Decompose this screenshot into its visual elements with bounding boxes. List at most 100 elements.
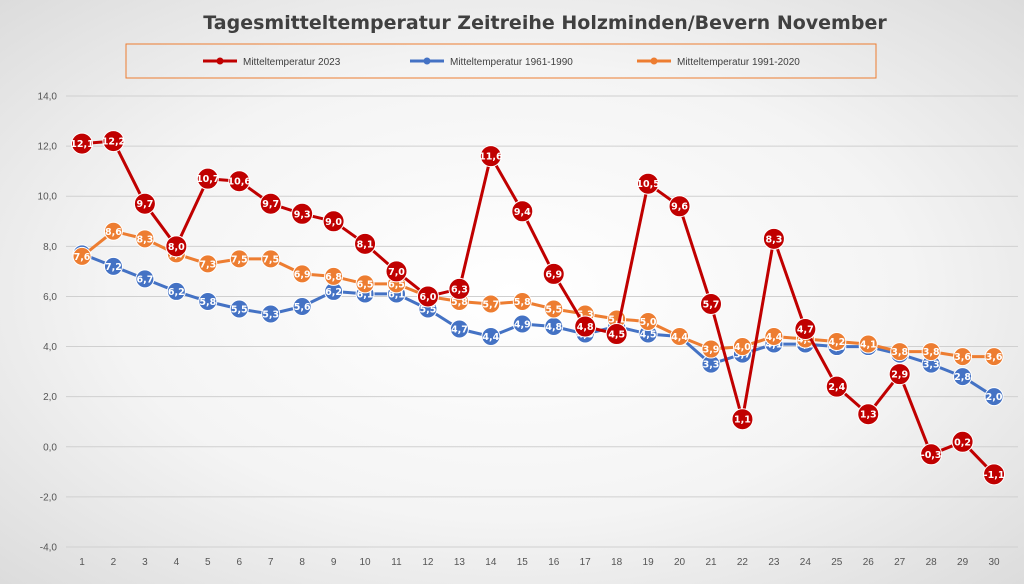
- x-tick-label: 28: [926, 557, 938, 568]
- x-tick-label: 21: [705, 557, 717, 568]
- data-label: 12,2: [102, 137, 125, 148]
- x-tick-label: 17: [580, 557, 592, 568]
- x-tick-label: 8: [299, 557, 305, 568]
- x-tick-label: 3: [142, 557, 148, 568]
- y-tick-label: 8,0: [43, 242, 57, 253]
- data-label: 5,3: [262, 309, 279, 320]
- data-label: 7,0: [388, 267, 405, 278]
- x-tick-label: 19: [643, 557, 655, 568]
- series-1991-2020-line: [81, 229, 994, 359]
- plot-area: 7,77,26,76,25,85,55,35,66,26,16,15,54,74…: [70, 130, 1006, 486]
- data-label: 5,0: [640, 317, 657, 328]
- series-2023: 12,1 12,2 9,7 8,0 10,7 10,6 9,7 9,3 9,0 8,1 7,0 6,0…: [70, 130, 1006, 486]
- data-label: 7,3: [199, 259, 216, 270]
- data-point: [449, 319, 469, 339]
- data-label: 4,7: [797, 325, 814, 336]
- x-tick-label: 23: [768, 557, 780, 568]
- data-label: 5,7: [703, 299, 720, 310]
- data-point: [103, 221, 123, 241]
- x-axis: 1 2 3 4 5 6 7 8 9 10 11 12 13 14 15 16 17 18 19 20 21 22 23 24 2…: [79, 557, 1000, 568]
- y-tick-label: 6,0: [43, 292, 57, 303]
- data-point: [355, 274, 375, 294]
- legend-item-1961-1990: Mitteltemperatur 1961-1990: [410, 57, 573, 68]
- y-tick-label: 10,0: [38, 192, 58, 203]
- data-label: -0,3: [921, 450, 942, 461]
- x-tick-label: 11: [391, 557, 402, 568]
- data-label: 6,3: [451, 284, 468, 295]
- y-tick-label: 2,0: [43, 392, 57, 403]
- x-tick-label: 27: [894, 557, 906, 568]
- x-tick-label: 2: [111, 557, 117, 568]
- data-label: 5,8: [514, 297, 531, 308]
- x-tick-label: 4: [174, 557, 180, 568]
- data-point: [544, 299, 564, 319]
- legend: Mitteltemperatur 2023 Mitteltemperatur 1…: [125, 43, 877, 79]
- data-point: [857, 403, 880, 426]
- data-point: [481, 294, 501, 314]
- data-point: [890, 342, 910, 362]
- y-axis: -4,0 -2,0 0,0 2,0 4,0 6,0 8,0 10,0 12,0 14,0: [38, 92, 58, 554]
- data-label: 6,8: [325, 272, 342, 283]
- data-point: [762, 227, 785, 250]
- series-1991-2020: 7,68,68,37,77,37,57,56,96,86,56,56,05,85…: [72, 221, 1004, 367]
- data-label: 7,6: [74, 252, 91, 263]
- data-label: 6,2: [325, 287, 342, 298]
- data-point: [481, 327, 501, 347]
- legend-label-1961-1990: Mitteltemperatur 1961-1990: [450, 57, 573, 68]
- data-point: [166, 281, 186, 301]
- x-tick-label: 22: [737, 557, 749, 568]
- data-point: [135, 269, 155, 289]
- data-point: [638, 312, 658, 331]
- data-point: [732, 337, 752, 357]
- data-label: 6,2: [168, 287, 185, 298]
- data-label: 4,4: [482, 332, 499, 343]
- data-point: [261, 249, 281, 269]
- data-label: 9,7: [136, 199, 153, 210]
- data-point: [103, 256, 123, 276]
- data-label: 4,4: [765, 332, 782, 343]
- data-label: 3,8: [923, 347, 940, 358]
- data-label: 3,9: [703, 345, 720, 356]
- data-point: [731, 408, 754, 431]
- data-point: [229, 299, 249, 319]
- data-point: [416, 285, 439, 308]
- data-label: 3,8: [891, 347, 908, 358]
- data-label: 6,0: [420, 292, 437, 303]
- data-label: 6,1: [388, 289, 405, 300]
- data-label: 9,4: [514, 207, 531, 218]
- data-label: 7,2: [105, 262, 122, 273]
- data-point: [385, 260, 408, 283]
- legend-label-1991-2020: Mitteltemperatur 1991-2020: [677, 57, 800, 68]
- x-tick-label: 25: [831, 557, 843, 568]
- x-tick-label: 10: [359, 557, 371, 568]
- data-point: [700, 292, 722, 315]
- data-point: [953, 347, 973, 367]
- data-point: [448, 277, 471, 300]
- x-tick-label: 18: [611, 557, 623, 568]
- data-label: 5,1: [608, 314, 625, 325]
- data-label: 6,5: [357, 279, 374, 290]
- data-point: [670, 327, 690, 347]
- data-label: 8,0: [168, 242, 185, 253]
- data-label: 11,6: [479, 152, 503, 163]
- data-label: 10,6: [228, 177, 252, 188]
- x-tick-label: 12: [422, 557, 434, 568]
- data-label: 8,3: [136, 234, 153, 245]
- x-tick-label: 20: [674, 557, 686, 568]
- data-point: [858, 334, 878, 354]
- legend-marker-1961-1990: [423, 57, 431, 65]
- legend-marker-1991-2020: [650, 57, 658, 65]
- data-point: [953, 367, 973, 387]
- y-tick-label: 14,0: [38, 92, 58, 103]
- data-label: 4,3: [797, 335, 814, 346]
- data-label: 4,7: [451, 325, 468, 336]
- data-point: [825, 375, 848, 398]
- data-label: 1,1: [734, 415, 751, 426]
- data-label: 3,6: [954, 352, 971, 363]
- data-point: [196, 167, 219, 190]
- legend-item-2023: Mitteltemperatur 2023: [203, 57, 341, 68]
- data-point: [102, 130, 125, 153]
- data-label: 2,9: [891, 370, 908, 381]
- x-tick-label: 6: [236, 557, 242, 568]
- data-label: 4,8: [577, 322, 594, 333]
